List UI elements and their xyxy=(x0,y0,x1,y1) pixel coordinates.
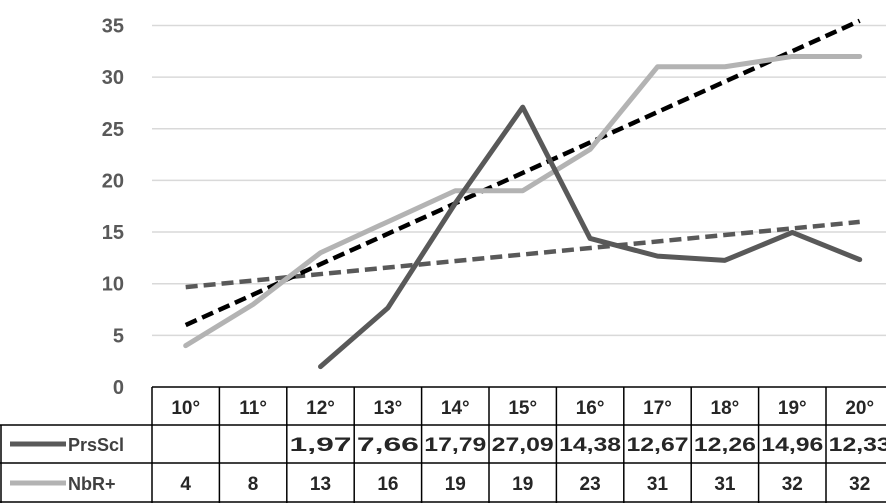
series-line-NbR+ xyxy=(183,53,863,349)
x-tick-label: 19° xyxy=(778,398,807,419)
data-label: 16 xyxy=(377,474,398,495)
trendline-PrsScl xyxy=(185,219,860,290)
trendline-NbR+ xyxy=(184,18,861,328)
series-line-PrsScl xyxy=(318,104,863,370)
data-label: 14,38 xyxy=(559,435,621,456)
x-tick-label: 10° xyxy=(171,398,200,419)
x-tick-label: 16° xyxy=(576,398,605,419)
data-label: 23 xyxy=(580,474,601,495)
x-tick-label: 20° xyxy=(845,398,874,419)
trendlines xyxy=(184,18,861,328)
data-label: 31 xyxy=(647,474,669,495)
data-label: 27,09 xyxy=(492,435,554,456)
data-label: 8 xyxy=(248,474,259,495)
x-tick-label: 13° xyxy=(374,398,403,419)
y-tick-label: 10 xyxy=(102,274,124,296)
data-label: 12,33 xyxy=(829,435,886,456)
y-tick-label: 30 xyxy=(102,67,124,89)
data-label: 19 xyxy=(512,474,533,495)
data-label: 19 xyxy=(445,474,466,495)
y-tick-label: 25 xyxy=(102,119,124,141)
data-label: 12,67 xyxy=(627,435,689,456)
data-label: 7,66 xyxy=(357,435,419,456)
y-tick-label: 35 xyxy=(102,15,124,37)
x-tick-label: 18° xyxy=(711,398,740,419)
data-label: 31 xyxy=(714,474,736,495)
x-tick-label: 14° xyxy=(441,398,470,419)
data-label: 32 xyxy=(782,474,803,495)
data-label: 17,79 xyxy=(424,435,486,456)
data-table: 10° 11° 12° 13° 14° 15° 16° 17° 18° 19° 20° PrsScl 1… xyxy=(0,386,886,503)
data-label: 4 xyxy=(180,474,191,495)
legend-label: NbR+ xyxy=(68,474,116,494)
y-axis-tick-labels: 0 5 10 15 20 25 30 35 xyxy=(102,15,124,399)
data-label: 1,97 xyxy=(290,435,352,456)
y-tick-label: 15 xyxy=(102,222,124,244)
y-tick-label: 5 xyxy=(113,325,124,347)
data-label: 32 xyxy=(849,474,870,495)
gridlines xyxy=(152,24,886,337)
x-tick-label: 11° xyxy=(239,398,267,419)
series-lines xyxy=(183,53,863,370)
data-label: 12,26 xyxy=(694,435,756,456)
y-tick-label: 20 xyxy=(102,170,124,192)
x-tick-label: 17° xyxy=(643,398,672,419)
y-tick-label: 0 xyxy=(113,377,124,399)
data-label: 13 xyxy=(310,474,331,495)
x-tick-label: 15° xyxy=(508,398,537,419)
legend-label: PrsScl xyxy=(68,435,124,455)
x-tick-label: 12° xyxy=(306,398,335,419)
data-label: 14,96 xyxy=(761,435,823,456)
